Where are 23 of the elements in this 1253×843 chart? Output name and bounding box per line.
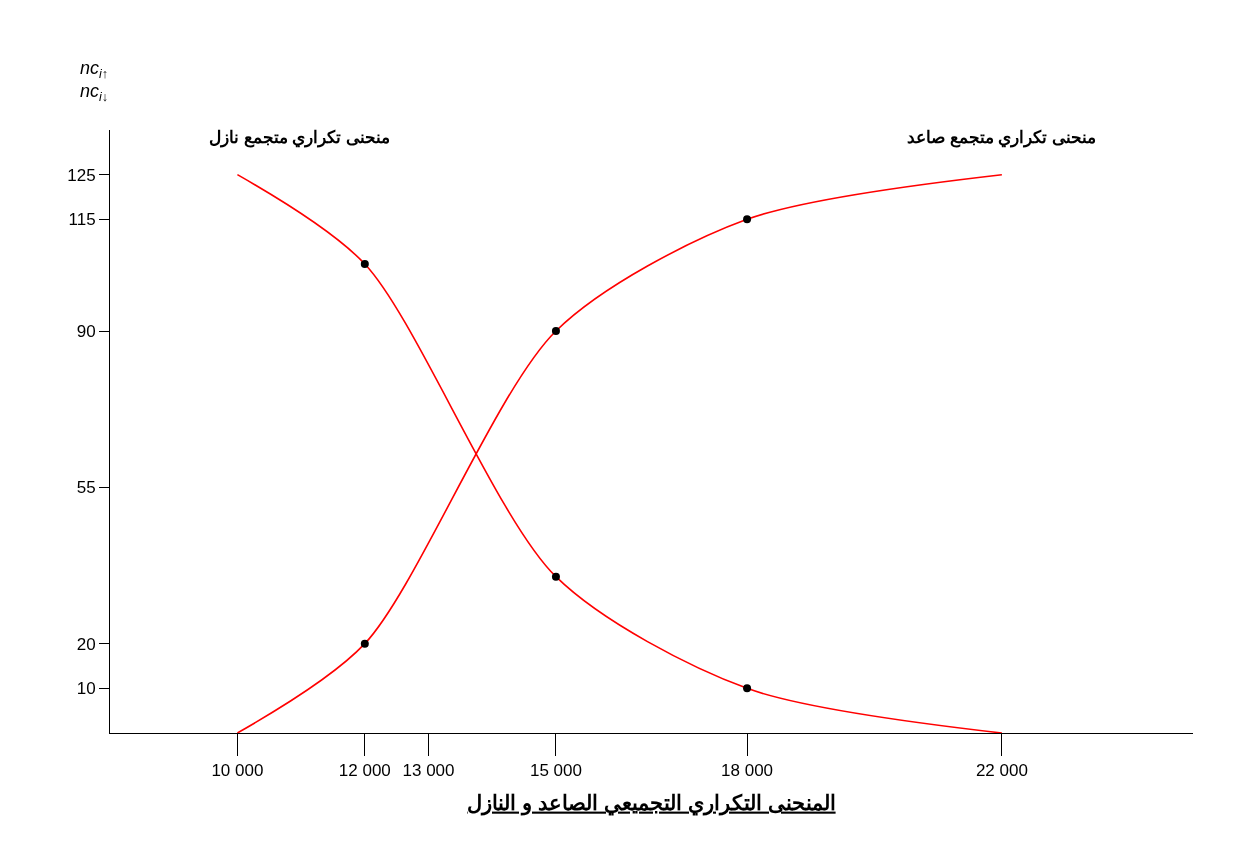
x-tick-label: 12 000 — [338, 761, 391, 781]
y-axis-title: nc$_{i↑}$ nc$_{i↓}$ — [80, 58, 109, 105]
point — [551, 327, 560, 335]
point — [743, 215, 752, 224]
point — [551, 572, 560, 581]
x-tick-label: 13 000 — [402, 761, 455, 781]
y-tick-label: 115 — [68, 210, 96, 230]
y-tick-label: 55 — [76, 478, 96, 498]
x-tick-label: 15 000 — [529, 761, 582, 781]
text: منحنى تكراري متجمع نازل — [209, 128, 391, 148]
x-axis-title: المنحنى التكراري التجميعي الصاعد و النازل — [467, 790, 836, 816]
x-tick-label: 10 000 — [211, 761, 264, 781]
x-tick-label: 18 000 — [721, 761, 774, 781]
line-series — [236, 173, 1003, 733]
y-tick-label: 10 — [76, 679, 96, 699]
point — [743, 684, 752, 693]
y-tick-label: 125 — [67, 165, 96, 185]
y-tick-label: 20 — [76, 634, 96, 654]
x-tick-label: 22 000 — [975, 761, 1028, 781]
y-tick-label: 90 — [76, 321, 96, 341]
text: منحنى تكراري متجمع صاعد — [907, 128, 1097, 148]
point — [360, 639, 369, 648]
point — [360, 260, 369, 268]
